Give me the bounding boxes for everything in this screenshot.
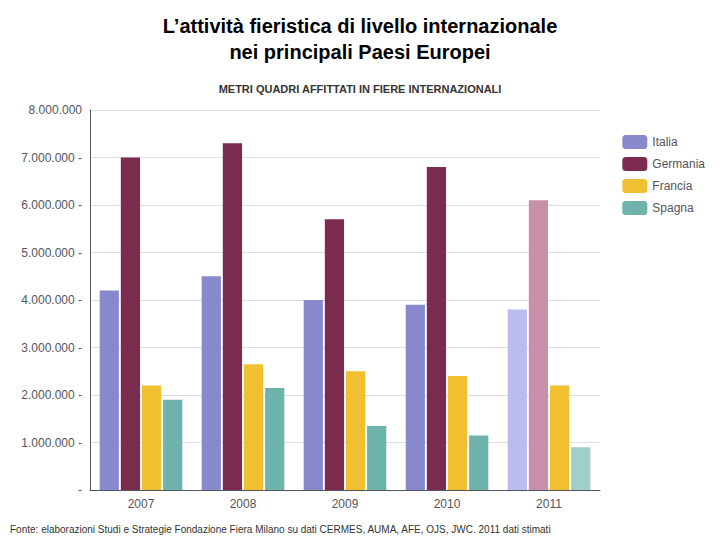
svg-text:Germania: Germania xyxy=(652,157,705,171)
svg-text:2011: 2011 xyxy=(536,497,562,511)
svg-text:Spagna: Spagna xyxy=(652,201,694,215)
svg-text:2010: 2010 xyxy=(434,497,461,511)
svg-text:2.000.000 -: 2.000.000 - xyxy=(21,388,82,402)
svg-text:2007: 2007 xyxy=(128,497,155,511)
svg-text:Fonte: elaborazioni Studi e St: Fonte: elaborazioni Studi e Strategie Fo… xyxy=(10,524,551,535)
svg-text:6.000.000 -: 6.000.000 - xyxy=(21,198,82,212)
svg-text:1.000.000 -: 1.000.000 - xyxy=(21,436,82,450)
svg-text:2008: 2008 xyxy=(230,497,257,511)
svg-text:3.000.000 -: 3.000.000 - xyxy=(21,341,82,355)
svg-text:nei principali Paesi Europei: nei principali Paesi Europei xyxy=(229,41,490,63)
svg-text:Italia: Italia xyxy=(652,135,678,149)
svg-text:-: - xyxy=(78,483,82,497)
svg-text:METRI QUADRI AFFITTATI IN FIER: METRI QUADRI AFFITTATI IN FIERE INTERNAZ… xyxy=(219,83,502,95)
svg-text:8.000.000: 8.000.000 xyxy=(29,103,83,117)
svg-text:4.000.000 -: 4.000.000 - xyxy=(21,293,82,307)
svg-text:Francia: Francia xyxy=(652,179,692,193)
svg-text:7.000.000 -: 7.000.000 - xyxy=(21,151,82,165)
svg-text:L’attività fieristica di livel: L’attività fieristica di livello interna… xyxy=(163,15,558,37)
svg-text:2009: 2009 xyxy=(332,497,359,511)
svg-text:5.000.000 -: 5.000.000 - xyxy=(21,246,82,260)
